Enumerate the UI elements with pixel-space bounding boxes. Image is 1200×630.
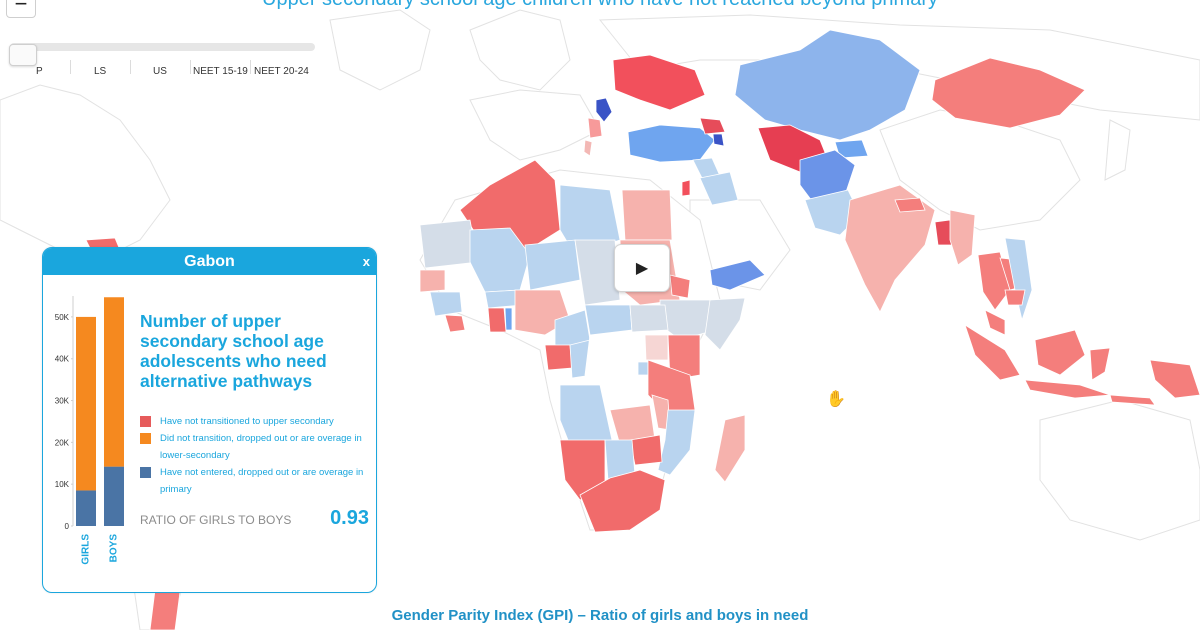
indicator-slider-track[interactable] [10,43,315,51]
country-indonesia-java[interactable] [1024,379,1111,399]
play-button[interactable]: ▶ [614,244,670,292]
country-mauritania[interactable] [419,219,479,269]
legend-swatch [140,433,151,444]
legend-title: Gender Parity Index (GPI) – Ratio of gir… [391,607,809,624]
tick-line [190,60,191,74]
country-timor[interactable] [1109,394,1156,406]
bar-girls-segment[interactable] [76,316,96,491]
country-indonesia-sulawesi[interactable] [1089,347,1111,381]
tick-label-us[interactable]: US [153,66,167,77]
scandinavia-outline [469,9,571,91]
stacked-bar-chart: 0 10K 20K 30K 40K 50K GIRLS BOYS [55,296,124,565]
country-turkey[interactable] [627,124,716,163]
australia-outline [1039,399,1200,541]
country-kazakhstan[interactable] [734,29,921,141]
chart-legend: Have not transitioned to upper secondary… [140,413,365,498]
tick-label-p[interactable]: P [36,66,43,77]
country-uganda[interactable] [644,334,669,361]
country-madagascar[interactable] [714,414,746,483]
country-rwanda[interactable] [637,361,649,376]
zoom-out-button[interactable]: − [6,0,36,18]
greenland-outline [329,9,431,91]
popup-title: Gabon [184,253,235,270]
close-button[interactable]: x [362,254,370,269]
country-india[interactable] [844,184,936,313]
country-thailand[interactable] [977,251,1011,311]
country-zimbabwe[interactable] [629,434,663,466]
country-indonesia-borneo[interactable] [1034,329,1086,376]
popup-heading: Number of upper secondary school age ado… [140,311,327,391]
country-myanmar[interactable] [949,209,976,266]
country-moldova[interactable] [595,97,613,123]
country-mongolia[interactable] [931,57,1086,129]
country-ghana[interactable] [487,307,507,333]
country-senegal[interactable] [419,269,446,293]
y-tick-label: 50K [55,313,70,322]
legend-swatch [140,467,151,478]
legend-swatch [140,416,151,427]
country-popup: Gabon x 0 10K 20K 30K 40K 50K GIRLS BOYS Number… [42,247,377,593]
category-label-girls: GIRLS [81,534,92,565]
hand-cursor-icon: ✋ [826,391,846,408]
y-tick-label: 0 [65,522,70,531]
country-kenya[interactable] [667,334,701,381]
country-guinea[interactable] [429,291,463,317]
country-somalia[interactable] [704,297,746,351]
country-south-africa[interactable] [579,469,666,533]
western-europe-outline [469,89,601,161]
country-gabon[interactable] [544,344,573,371]
country-papua[interactable] [1149,359,1200,399]
country-malaysia[interactable] [984,309,1006,336]
play-icon: ▶ [635,260,649,277]
country-vietnam[interactable] [1004,237,1033,322]
country-togo[interactable] [504,307,513,331]
country-indonesia-sumatra[interactable] [964,324,1021,381]
bar-boys-segment[interactable] [104,297,124,467]
tick-label-ls[interactable]: LS [94,66,107,77]
country-chad[interactable] [574,239,621,306]
map-title: Upper secondary school age children who … [0,0,1200,11]
legend-item-primary: Have not entered, dropped out or are ove… [140,464,365,498]
indicator-slider-ticks: P LS US NEET 15-19 NEET 20-24 [0,60,330,82]
ratio-label: RATIO OF GIRLS TO BOYS [140,513,292,527]
country-ukraine[interactable] [612,54,706,111]
category-label-boys: BOYS [109,534,120,563]
country-egypt[interactable] [621,189,673,241]
country-armenia[interactable] [712,133,725,147]
country-eritrea[interactable] [669,274,691,299]
tick-label-neet-20-24[interactable]: NEET 20-24 [254,66,309,77]
popup-header: Gabon x [43,248,376,275]
y-tick-label: 10K [55,480,70,489]
country-georgia[interactable] [699,117,726,135]
country-serbia[interactable] [587,117,603,139]
bar-boys-segment[interactable] [104,466,124,526]
country-cambodia[interactable] [1004,289,1026,306]
tick-line [70,60,71,74]
country-nepal[interactable] [894,197,926,213]
bar-girls-segment[interactable] [76,490,96,526]
north-america-outline [0,84,171,261]
country-albania[interactable] [583,139,593,157]
country-sierra-leone[interactable] [444,314,466,333]
japan-outline [1104,119,1131,181]
country-yemen[interactable] [709,259,766,291]
country-car[interactable] [584,304,633,336]
country-south-sudan[interactable] [629,304,669,333]
legend-item-lower-secondary: Did not transition, dropped out or are o… [140,430,365,464]
country-iraq[interactable] [699,171,739,206]
country-niger[interactable] [524,239,581,291]
tick-line [130,60,131,74]
tick-label-neet-15-19[interactable]: NEET 15-19 [193,66,248,77]
tick-line [250,60,251,74]
y-tick-label: 40K [55,355,70,364]
indicator-slider-handle[interactable] [9,44,37,66]
country-mozambique[interactable] [657,409,696,476]
y-tick-label: 20K [55,438,70,447]
legend-item-not-transitioned: Have not transitioned to upper secondary [140,413,365,430]
country-lebanon[interactable] [681,179,691,197]
y-tick-label: 30K [55,397,70,406]
ratio-value: 0.93 [330,507,369,529]
